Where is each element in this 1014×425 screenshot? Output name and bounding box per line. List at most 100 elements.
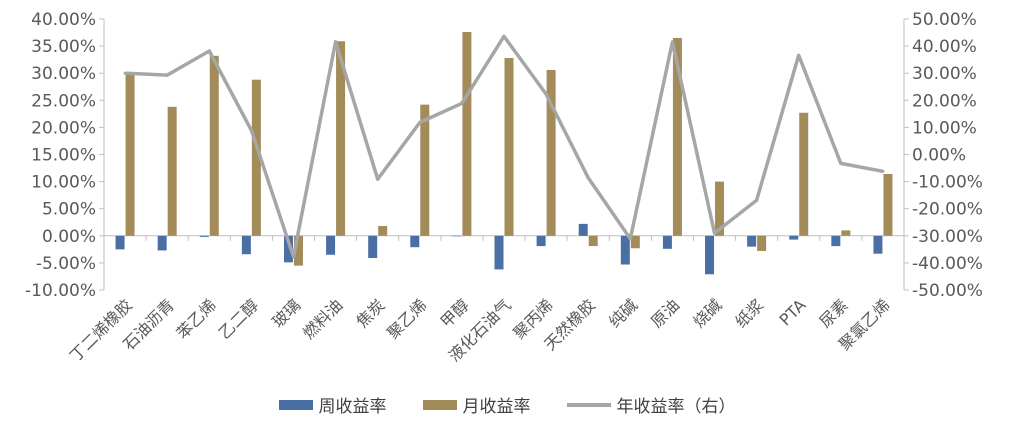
category-label: 乙二醇 [215, 295, 262, 342]
yearly-return-point [839, 161, 843, 165]
left-tick-label: 10.00% [31, 173, 96, 193]
yearly-return-point [713, 231, 717, 235]
monthly-bar [125, 73, 135, 236]
weekly-bar [494, 235, 504, 270]
weekly-bar [368, 235, 378, 259]
yearly-return-point [249, 128, 253, 132]
yearly-return-point [586, 176, 590, 180]
legend-label-yearly: 年收益率（右） [616, 397, 736, 417]
right-tick-label: -30.00% [912, 227, 983, 247]
legend-item-weekly: 周收益率 [278, 392, 387, 417]
category-label: 燃料油 [299, 295, 346, 342]
weekly-bar [157, 235, 167, 251]
weekly-bar [283, 235, 293, 263]
right-tick-label: 30.00% [912, 64, 977, 84]
category-label: 纸浆 [731, 295, 767, 331]
category-label: 玻璃 [268, 295, 304, 331]
legend: 周收益率 月收益率 年收益率（右） [0, 392, 1014, 417]
monthly-bar [209, 55, 219, 236]
monthly-bar [757, 235, 767, 251]
yearly-return-point [544, 92, 548, 96]
legend-item-yearly: 年收益率（右） [566, 392, 736, 417]
weekly-bar [705, 235, 715, 275]
monthly-bar [546, 69, 556, 236]
yearly-return-point [165, 73, 169, 77]
monthly-bar [883, 174, 893, 236]
category-label: 甲醇 [437, 295, 473, 331]
right-tick-label: 20.00% [912, 91, 977, 111]
category-label: 丁二烯橡胶 [66, 295, 136, 365]
yearly-return-point [502, 34, 506, 38]
legend-label-weekly: 周收益率 [318, 397, 387, 417]
category-label: 纯碱 [605, 295, 641, 331]
monthly-bar [336, 41, 346, 236]
weekly-bar [831, 235, 841, 247]
weekly-bar [662, 235, 672, 249]
legend-swatch-weekly [278, 399, 313, 410]
monthly-bar [672, 37, 682, 236]
yearly-return-point [460, 101, 464, 105]
weekly-bar [452, 235, 462, 237]
monthly-bar [588, 235, 598, 247]
monthly-bar [799, 112, 809, 236]
monthly-bar [504, 58, 514, 236]
monthly-bar [630, 235, 640, 249]
yearly-return-point [207, 49, 211, 53]
weekly-bar [620, 235, 630, 265]
yearly-return-point [376, 177, 380, 181]
category-label: PTA [776, 295, 810, 329]
left-tick-label: 30.00% [31, 64, 96, 84]
category-label: 原油 [647, 295, 683, 331]
yearly-return-point [123, 71, 127, 75]
weekly-bar [410, 235, 420, 248]
weekly-bar [578, 223, 588, 236]
monthly-bar [420, 104, 430, 236]
weekly-bar [115, 235, 125, 250]
weekly-bar [747, 235, 757, 247]
left-tick-label: 35.00% [31, 37, 96, 57]
weekly-bar [241, 235, 251, 255]
legend-swatch-yearly [566, 402, 611, 407]
category-label: 烧碱 [689, 295, 725, 331]
yearly-return-point [670, 40, 674, 44]
monthly-bar [462, 32, 472, 236]
left-tick-label: -5.00% [36, 254, 96, 274]
weekly-bar [789, 235, 799, 240]
left-tick-label: -10.00% [25, 281, 96, 301]
legend-item-monthly: 月收益率 [422, 392, 531, 417]
right-tick-label: -50.00% [912, 281, 983, 301]
monthly-bar [251, 79, 261, 236]
legend-label-monthly: 月收益率 [462, 397, 531, 417]
weekly-bar [536, 235, 546, 247]
category-label: 苯乙烯 [173, 295, 220, 342]
right-tick-label: 10.00% [912, 118, 977, 138]
yearly-return-point [628, 237, 632, 241]
right-tick-label: 40.00% [912, 37, 977, 57]
yearly-return-point [881, 169, 885, 173]
right-tick-label: -40.00% [912, 254, 983, 274]
legend-swatch-monthly [422, 399, 457, 410]
yearly-return-point [334, 40, 338, 44]
left-tick-label: 20.00% [31, 118, 96, 138]
right-tick-label: 0.00% [912, 146, 966, 166]
left-tick-label: 25.00% [31, 91, 96, 111]
right-tick-label: 50.00% [912, 10, 977, 30]
monthly-bar [715, 181, 725, 236]
right-tick-label: -20.00% [912, 200, 983, 220]
weekly-bar [873, 235, 883, 254]
yearly-return-point [797, 53, 801, 57]
monthly-bar [167, 106, 177, 236]
monthly-bar [841, 230, 851, 236]
category-label: 焦炭 [352, 295, 388, 331]
left-tick-label: 15.00% [31, 146, 96, 166]
left-tick-label: 40.00% [31, 10, 96, 30]
weekly-bar [326, 235, 336, 255]
monthly-bar [293, 235, 303, 266]
weekly-bar [199, 235, 209, 237]
category-label: 尿素 [816, 295, 852, 331]
left-tick-label: 0.00% [42, 227, 96, 247]
yearly-return-point [291, 255, 295, 259]
monthly-bar [378, 226, 388, 236]
